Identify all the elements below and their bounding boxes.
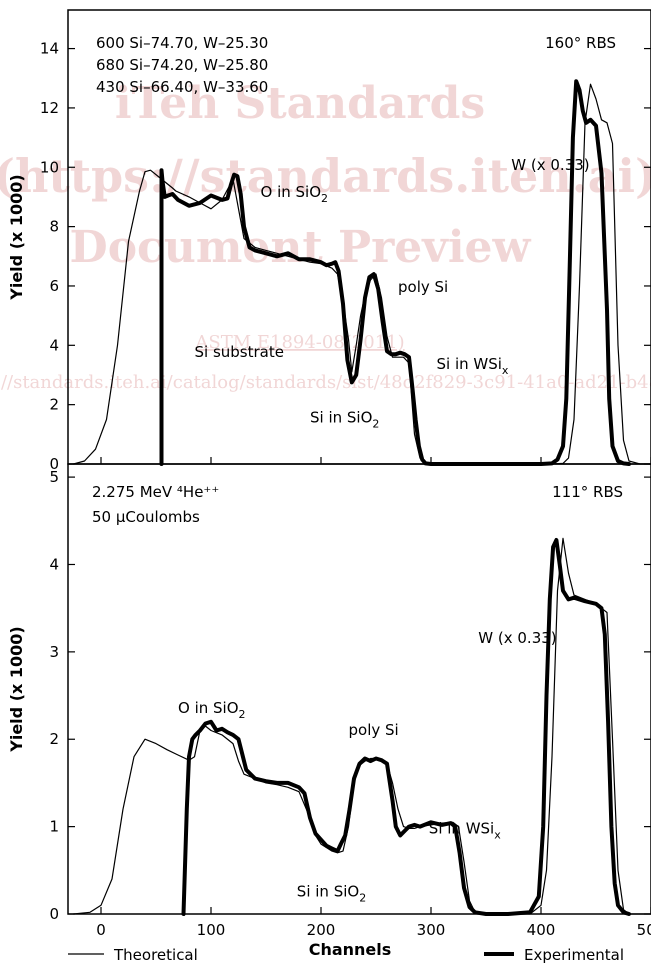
bottom-info-line: 50 µCoulombs: [92, 508, 200, 526]
top-annotations: O in SiO2 poly Si Si substrate Si in SiO2 Si…: [195, 156, 590, 430]
watermark-line-2: (https://standards.iteh.ai): [0, 149, 651, 203]
top-y-tick-label: 14: [40, 40, 59, 58]
top-annotation: Si in WSix: [437, 355, 509, 377]
watermark: iTeh Standards (https://standards.iteh.a…: [0, 78, 651, 393]
x-tick-label: 100: [197, 921, 226, 939]
top-info-line: 680 Si–74.20, W–25.80: [96, 56, 268, 74]
x-tick-label: 200: [307, 921, 336, 939]
top-corner-label: 160° RBS: [545, 34, 616, 52]
top-annotation: W (x 0.33): [511, 156, 589, 174]
top-y-tick-label: 8: [49, 218, 59, 236]
top-theoretical-curve: [72, 83, 651, 465]
top-info-line: 430 Si–66.40, W–33.60: [96, 78, 268, 96]
top-experimental-curve: [159, 79, 631, 466]
bottom-annotations: O in SiO2 poly Si Si in WSix Si in SiO2 W (x…: [178, 629, 557, 904]
bottom-y-tick-label: 4: [49, 555, 59, 573]
bottom-y-tick-label: 2: [49, 730, 59, 748]
top-y-tick-label: 4: [49, 336, 59, 354]
top-annotation: Si substrate: [195, 343, 284, 361]
bottom-panel-frame: [67, 463, 651, 915]
top-y-tick-label: 2: [49, 396, 59, 414]
top-info-line: 600 Si–74.70, W–25.30: [96, 34, 268, 52]
x-axis: 0 100 200 300 400 500: [96, 457, 651, 939]
bottom-y-tick-label: 3: [49, 643, 59, 661]
bottom-corner-label: 111° RBS: [552, 483, 623, 501]
bottom-annotation: poly Si: [349, 721, 399, 739]
top-curves: [72, 79, 651, 466]
bottom-y-tick-label: 1: [49, 818, 59, 836]
bottom-annotation: Si in WSix: [429, 820, 501, 842]
watermark-line-3: Document Preview: [70, 222, 532, 273]
legend-experimental-label: Experimental: [524, 946, 624, 964]
top-annotation: O in SiO2: [261, 183, 329, 205]
bottom-annotation: Si in SiO2: [297, 883, 366, 905]
top-y-tick-label: 6: [49, 277, 59, 295]
x-tick-label: 0: [96, 921, 106, 939]
x-tick-label: 500: [637, 921, 651, 939]
top-y-tick-label: 10: [40, 158, 59, 176]
x-tick-label: 300: [417, 921, 446, 939]
top-y-tick-label: 12: [40, 99, 59, 117]
top-annotation: poly Si: [398, 278, 448, 296]
top-y-axis-title: Yield (x 1000): [7, 174, 26, 300]
bottom-annotation: W (x 0.33): [478, 629, 556, 647]
top-y-axis: 0 2 4 6 8 10 12 14: [40, 40, 651, 473]
legend-theoretical-label: Theoretical: [113, 946, 198, 964]
bottom-info-line: 2.275 MeV ⁴He⁺⁺: [92, 483, 219, 501]
bottom-y-axis-title: Yield (x 1000): [7, 626, 26, 752]
watermark-line-1: iTeh Standards: [115, 78, 485, 129]
watermark-line-5: https://standards.iteh.ai/catalog/standa…: [0, 372, 651, 393]
x-axis-title: Channels: [309, 940, 392, 959]
bottom-y-tick-label: 5: [49, 468, 59, 486]
top-annotation: Si in SiO2: [310, 408, 379, 430]
bottom-experimental-curve: [181, 538, 631, 916]
bottom-curves: [72, 537, 651, 916]
watermark-line-4: ASTM E1894-08(2011): [194, 332, 404, 353]
bottom-y-axis: 0 1 2 3 4 5: [49, 468, 651, 923]
x-tick-label: 400: [527, 921, 556, 939]
top-y-tick-label: 0: [49, 455, 59, 473]
bottom-annotation: O in SiO2: [178, 699, 246, 721]
bottom-y-tick-label: 0: [49, 905, 59, 923]
